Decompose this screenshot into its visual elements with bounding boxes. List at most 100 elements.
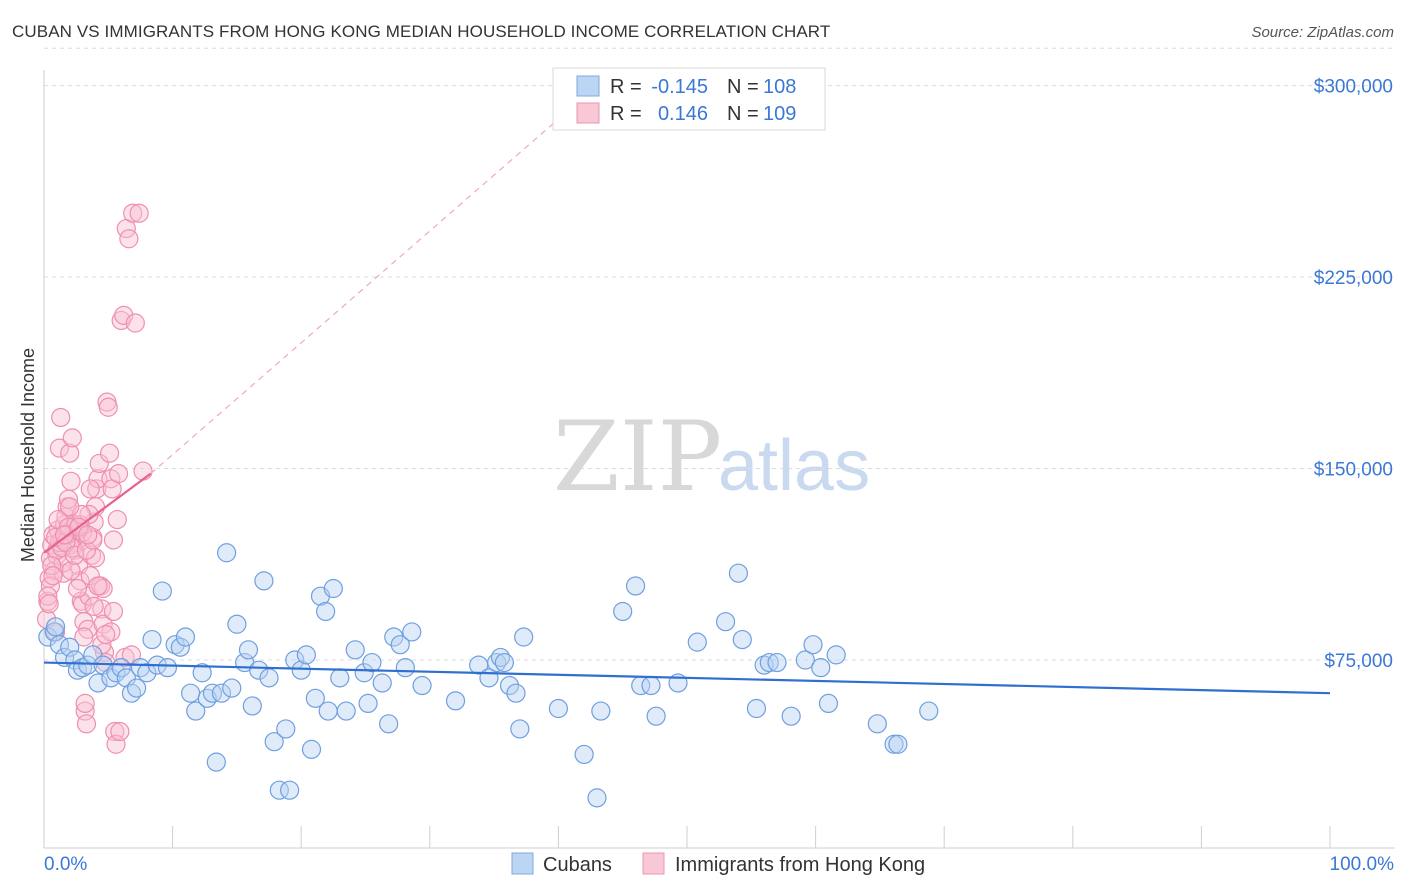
cubans-point-83	[613, 601, 633, 622]
cubans-point-12	[101, 668, 121, 688]
hongkong-point-104	[103, 601, 124, 622]
cubans-point-69	[445, 691, 466, 711]
bottom-swatch-cubans	[511, 852, 534, 875]
legend-n-label-2: N =	[727, 103, 759, 125]
cubans-point-100	[811, 658, 831, 678]
hongkong-point-101	[83, 530, 103, 550]
trend-lines	[43, 85, 1331, 695]
cubans-point-18	[130, 658, 151, 678]
trend-extension-hongkong	[150, 85, 598, 475]
cubans-point-27	[181, 683, 201, 703]
hongkong-point-48	[98, 397, 118, 417]
hongkong-point-18	[60, 443, 80, 463]
hongkong-point-102	[88, 576, 108, 596]
cubans-point-33	[211, 683, 232, 703]
cubans-point-62	[372, 673, 392, 693]
hongkong-point-62	[125, 313, 145, 333]
cubans-point-92	[732, 629, 752, 650]
bottom-swatch-hongkong	[642, 852, 665, 875]
hongkong-point-78	[75, 693, 95, 714]
hongkong-point-100	[76, 540, 97, 560]
hongkong-point-92	[110, 721, 130, 742]
hongkong-point-56	[108, 464, 129, 484]
cubans-point-53	[316, 601, 336, 622]
cubans-point-59	[354, 663, 374, 683]
cubans-point-38	[238, 640, 259, 660]
bottom-label-hongkong: Immigrants from Hong Kong	[675, 854, 925, 876]
cubans-point-101	[818, 693, 839, 714]
legend-n-value-2: 109	[763, 103, 796, 125]
cubans-point-66	[395, 658, 415, 678]
cubans-point-102	[826, 645, 846, 665]
cubans-point-93	[746, 698, 767, 719]
y-tick-label-3: $300,000	[1314, 77, 1393, 98]
cubans-point-16	[121, 683, 142, 703]
cubans-point-41	[254, 571, 274, 591]
hongkong-point-20	[62, 428, 82, 448]
legend-swatch-hongkong	[576, 102, 600, 124]
cubans-point-63	[379, 714, 399, 734]
cubans-point-24	[165, 635, 185, 655]
correlation-legend: R = -0.145 N = 108 R = 0.146 N = 109	[552, 67, 826, 131]
cubans-point-87	[646, 706, 666, 726]
hongkong-point-73	[38, 586, 58, 606]
hongkong-point-43	[92, 599, 112, 619]
cubans-point-96	[767, 652, 787, 673]
legend-n-value-1: 108	[763, 76, 796, 98]
cubans-point-68	[412, 675, 432, 696]
hongkong-point-91	[101, 622, 121, 642]
cubans-point-57	[336, 701, 356, 721]
cubans-point-76	[506, 683, 526, 703]
cubans-point-39	[242, 696, 262, 716]
cubans-point-91	[728, 563, 749, 583]
hongkong-point-10	[49, 438, 70, 458]
cubans-point-67	[402, 622, 422, 642]
hongkong-point-88	[74, 627, 94, 647]
cubans-point-43	[264, 732, 284, 752]
cubans-point-58	[345, 640, 365, 660]
cubans-point-25	[170, 637, 190, 657]
cubans-point-30	[197, 688, 217, 708]
chart-title: CUBAN VS IMMIGRANTS FROM HONG KONG MEDIA…	[12, 22, 831, 41]
hongkong-point-57	[111, 310, 131, 331]
hongkong-point-19	[61, 471, 81, 491]
cubans-point-19	[137, 663, 157, 683]
cubans-point-35	[222, 678, 242, 698]
hongkong-point-103	[96, 624, 116, 645]
cubans-point-48	[291, 660, 311, 680]
cubans-point-17	[126, 678, 147, 698]
cubans-point-0	[38, 627, 58, 647]
cubans-point-14	[111, 658, 131, 678]
cubans-point-32	[206, 752, 226, 772]
trend-line-hongkong	[43, 472, 152, 554]
hongkong-point-64	[133, 461, 153, 481]
source-label: Source: ZipAtlas.com	[1251, 24, 1394, 41]
cubans-point-28	[186, 701, 206, 721]
cubans-point-36	[227, 614, 247, 634]
hongkong-point-98	[65, 545, 85, 565]
cubans-point-95	[759, 652, 779, 673]
cubans-point-81	[587, 788, 607, 808]
cubans-point-42	[259, 668, 279, 688]
legend-swatch-cubans	[576, 75, 600, 97]
legend-r-label-1: R =	[610, 76, 642, 98]
cubans-point-98	[795, 650, 815, 670]
y-tick-label-0: $75,000	[1324, 651, 1393, 672]
cubans-point-99	[803, 635, 823, 655]
cubans-point-107	[45, 617, 66, 637]
hongkong-point-55	[107, 509, 127, 530]
hongkong-point-11	[51, 407, 71, 428]
cubans-point-51	[305, 688, 325, 708]
cubans-point-6	[67, 660, 88, 680]
cubans-point-84	[625, 576, 646, 596]
hongkong-point-34	[80, 566, 100, 586]
cubans-point-103	[867, 714, 887, 734]
hongkong-point-49	[99, 443, 120, 463]
cubans-point-60	[358, 693, 378, 714]
legend-n-label-1: N =	[727, 76, 759, 98]
cubans-point-77	[510, 719, 530, 739]
hongkong-point-63	[129, 203, 149, 223]
hongkong-point-83	[80, 479, 100, 499]
cubans-point-90	[715, 612, 736, 632]
